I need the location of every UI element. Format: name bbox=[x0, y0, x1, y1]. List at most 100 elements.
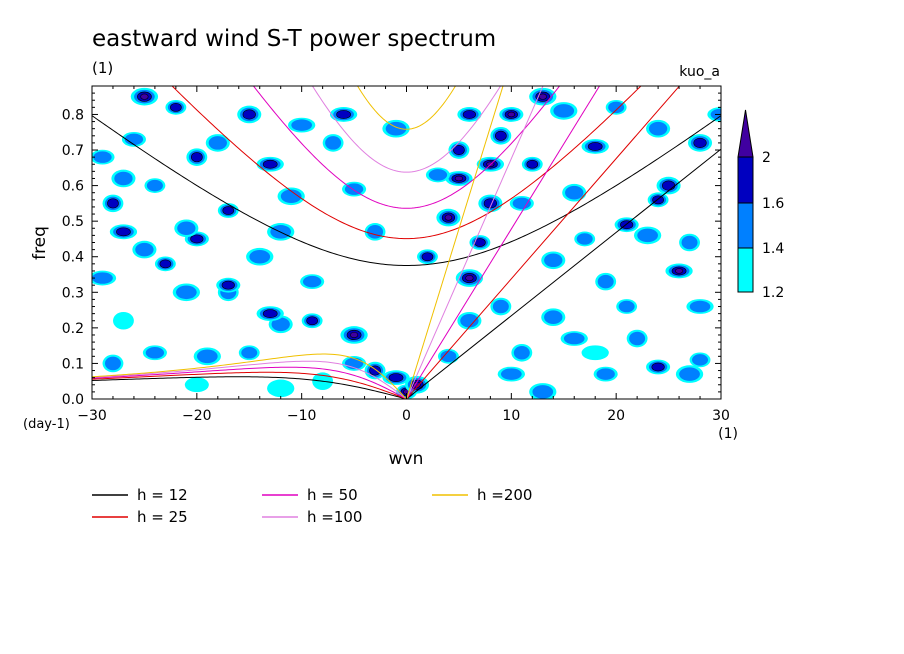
legend-label: h =200 bbox=[477, 486, 532, 504]
inertia-gravity-curve bbox=[252, 86, 561, 209]
legend-item: h = 25 bbox=[92, 508, 188, 526]
power-region bbox=[256, 306, 284, 322]
power-region bbox=[633, 226, 662, 245]
x-tick-label: 10 bbox=[502, 408, 520, 424]
colorbar-label: 1.2 bbox=[762, 285, 784, 301]
legend-label: h =100 bbox=[307, 508, 362, 526]
power-region bbox=[165, 99, 187, 115]
power-contour-level-3 bbox=[388, 373, 404, 383]
rossby-curve bbox=[92, 360, 407, 399]
y-tick-label: 0.4 bbox=[62, 250, 84, 266]
power-contour-level-3 bbox=[526, 159, 539, 169]
power-contour-level-3 bbox=[462, 110, 476, 119]
power-contour-level-4 bbox=[507, 111, 516, 118]
power-region bbox=[154, 256, 176, 272]
power-region bbox=[267, 379, 295, 398]
power-region bbox=[478, 194, 503, 213]
power-region bbox=[184, 377, 209, 393]
power-region bbox=[455, 269, 484, 287]
y-axis-label: freq bbox=[30, 226, 50, 260]
colorbar-top-arrow bbox=[737, 109, 754, 158]
power-contour-level-2 bbox=[618, 300, 635, 313]
power-contour-level-2 bbox=[145, 347, 165, 359]
power-region bbox=[121, 131, 146, 147]
power-region bbox=[329, 107, 358, 122]
power-contour-level-2 bbox=[576, 233, 593, 245]
legend-label: h = 25 bbox=[137, 508, 188, 526]
power-contour-level-2 bbox=[241, 347, 258, 359]
y-tick-label: 0.6 bbox=[62, 179, 84, 195]
power-contour-level-3 bbox=[693, 137, 707, 148]
power-region bbox=[626, 329, 648, 348]
power-contour-level-3 bbox=[483, 198, 497, 209]
dispersion-curve-200 bbox=[92, 86, 504, 399]
power-region bbox=[217, 203, 239, 218]
rossby-curve bbox=[92, 376, 407, 399]
power-contour-level-2 bbox=[679, 367, 700, 381]
power-contour-level-2 bbox=[367, 225, 384, 239]
power-region bbox=[246, 247, 274, 266]
power-contour-level-2 bbox=[104, 356, 121, 371]
power-contour-level-2 bbox=[637, 228, 658, 243]
y-tick-label: 0.0 bbox=[62, 392, 84, 408]
power-contour-level-3 bbox=[116, 227, 131, 237]
rossby-curve bbox=[92, 366, 407, 399]
power-contour-level-1 bbox=[267, 379, 295, 398]
power-region bbox=[92, 149, 115, 165]
power-contour-level-2 bbox=[344, 183, 364, 195]
legend-item: h = 12 bbox=[92, 486, 188, 504]
power-region bbox=[288, 117, 316, 133]
power-contour-level-4 bbox=[444, 214, 453, 221]
power-region bbox=[541, 308, 566, 326]
power-contour-level-3 bbox=[495, 130, 507, 141]
power-region bbox=[172, 283, 200, 302]
x-tick-label: −30 bbox=[77, 408, 107, 424]
power-region bbox=[595, 272, 617, 291]
power-contour-level-2 bbox=[608, 101, 625, 114]
power-region bbox=[142, 345, 167, 361]
dispersion-curve-25 bbox=[92, 86, 681, 399]
power-region bbox=[102, 354, 124, 373]
power-contour-level-2 bbox=[648, 121, 668, 136]
power-region bbox=[436, 208, 461, 227]
power-contour-level-2 bbox=[565, 185, 584, 200]
power-contour-level-2 bbox=[532, 385, 554, 399]
power-contour-level-2 bbox=[302, 275, 322, 288]
rossby-curve bbox=[92, 371, 407, 399]
power-region bbox=[497, 366, 525, 382]
inertia-gravity-curve bbox=[171, 86, 642, 240]
power-region bbox=[113, 311, 134, 330]
y-tick-label: 0.3 bbox=[62, 285, 84, 301]
power-contour-level-2 bbox=[512, 197, 531, 210]
power-contour-level-2 bbox=[271, 317, 290, 332]
power-contour-level-3 bbox=[190, 234, 204, 244]
y-tick-label: 0.1 bbox=[62, 356, 84, 372]
power-contour-level-2 bbox=[280, 189, 302, 204]
power-region bbox=[689, 352, 711, 368]
power-contour-level-2 bbox=[208, 136, 227, 150]
power-contour-level-4 bbox=[538, 93, 547, 100]
power-contour-level-4 bbox=[454, 175, 463, 182]
power-region bbox=[174, 219, 199, 238]
power-contour-level-3 bbox=[242, 109, 256, 120]
power-region bbox=[529, 383, 557, 399]
power-region bbox=[521, 156, 543, 172]
power-region bbox=[562, 183, 587, 202]
power-region bbox=[646, 119, 671, 138]
power-contour-level-3 bbox=[587, 142, 603, 151]
y-axis: 0.0 0.1 0.2 0.3 0.4 0.5 0.6 0.7 0.8 bbox=[62, 85, 721, 408]
dispersion-curves bbox=[92, 86, 721, 399]
power-contour-level-3 bbox=[421, 252, 434, 262]
power-region bbox=[574, 231, 596, 247]
power-region bbox=[541, 251, 566, 270]
power-contour-level-2 bbox=[460, 313, 479, 328]
power-region bbox=[301, 313, 323, 329]
power-contour-level-2 bbox=[544, 253, 563, 268]
power-contour-level-2 bbox=[492, 299, 509, 314]
power-contour-level-3 bbox=[262, 159, 278, 169]
power-contour-level-4 bbox=[674, 268, 684, 274]
power-region bbox=[238, 345, 260, 361]
power-region bbox=[687, 134, 713, 152]
power-region bbox=[457, 107, 482, 122]
legend-label: h = 50 bbox=[307, 486, 358, 504]
